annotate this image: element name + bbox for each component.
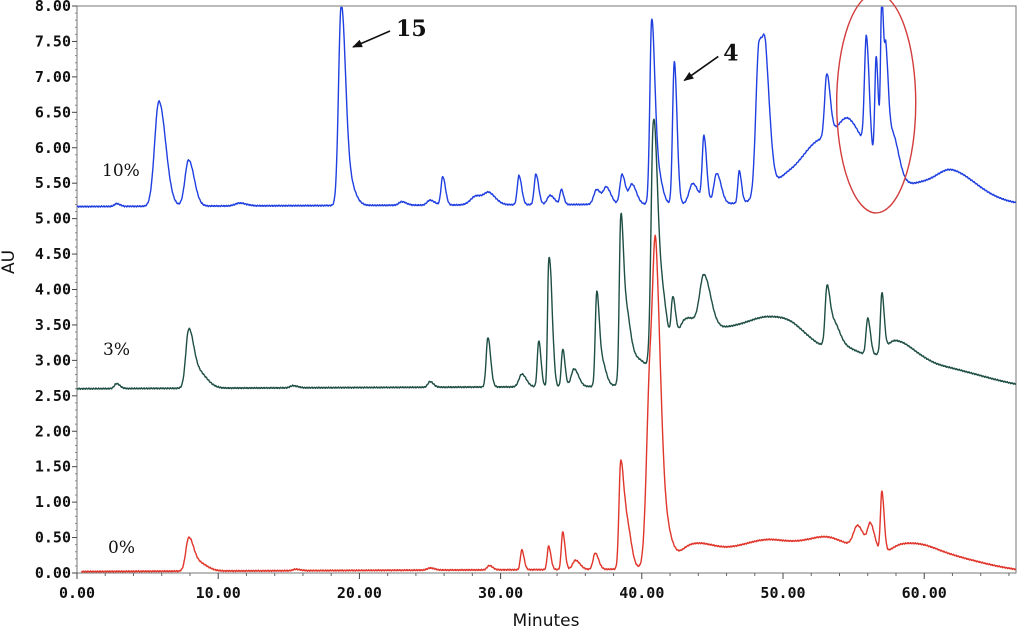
y-axis: 0.00 0.50 1.00 1.50 2.00 2.50 3.00 3.50 4.00 4.50… [35,0,77,582]
y-tick-label: 3.00 [35,351,71,369]
y-tick-label: 6.50 [35,103,71,121]
traces [76,6,1017,573]
x-tick-label: 50.00 [760,584,805,602]
annotation-label-4: 4 [723,40,738,66]
x-axis-title: Minutes [513,611,580,630]
y-tick-label: 4.00 [35,281,71,299]
trace-3pct [76,118,1016,391]
y-tick-label: 0.50 [35,529,71,547]
x-axis: 0.00 10.00 20.00 30.00 40.00 50.00 60.00 [59,573,1010,602]
y-tick-label: 6.00 [35,139,71,157]
y-tick-label: 5.50 [35,174,71,192]
y-tick-label: 7.50 [35,32,71,50]
y-tick-label: 0.00 [35,564,71,582]
trace-0pct [80,234,1017,573]
y-tick-label: 4.50 [35,245,71,263]
y-tick-label: 7.00 [35,68,71,86]
highlight-ellipse [835,0,917,214]
y-tick-label: 2.50 [35,387,71,405]
y-tick-label: 8.00 [35,0,71,15]
x-tick-label: 30.00 [478,584,523,602]
trace-label-0pct: 0% [108,538,135,558]
trace-10pct [76,6,1017,208]
y-tick-label: 1.50 [35,458,71,476]
y-axis-title: AU [0,250,19,274]
trace-label-10pct: 10% [102,161,140,181]
y-tick-label: 5.00 [35,210,71,228]
x-tick-label: 20.00 [337,584,382,602]
trace-label-3pct: 3% [103,340,130,360]
x-tick-label: 40.00 [619,584,664,602]
y-tick-label: 3.50 [35,316,71,334]
annotation-arrow-4 [683,55,719,82]
y-tick-label: 1.00 [35,493,71,511]
x-tick-label: 0.00 [59,584,95,602]
x-tick-label: 60.00 [902,584,947,602]
annotation-label-15: 15 [396,16,427,42]
annotations: 15 4 [352,0,917,214]
y-tick-label: 2.00 [35,422,71,440]
x-tick-label: 10.00 [196,584,241,602]
annotation-arrow-15 [352,30,391,48]
